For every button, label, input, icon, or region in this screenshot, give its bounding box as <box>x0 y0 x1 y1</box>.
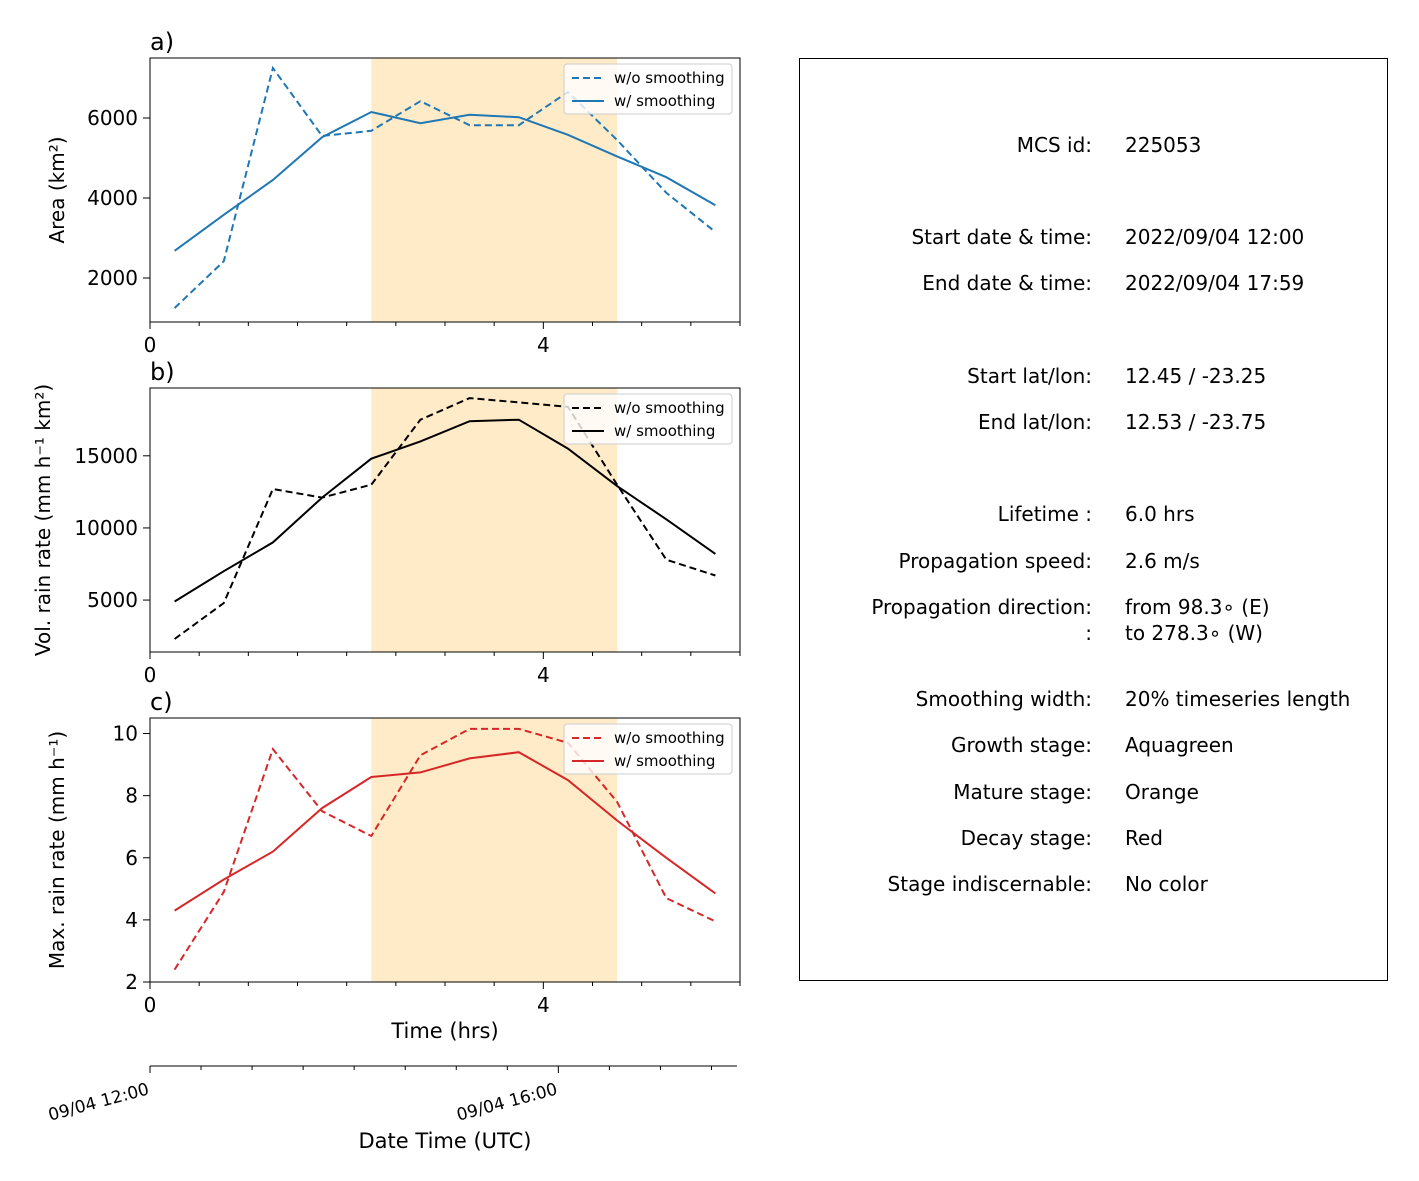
y-tick-label: 5000 <box>87 588 138 612</box>
info-value: 12.45 / -23.25 <box>1125 364 1267 388</box>
datetime-tick-label: 09/04 16:00 <box>455 1080 560 1126</box>
info-value: 20% timeseries length <box>1125 687 1351 711</box>
info-value: to 278.3∘ (W) <box>1125 621 1263 645</box>
legend-label: w/ smoothing <box>614 422 715 440</box>
datetime-tick-label: 09/04 12:00 <box>46 1080 151 1126</box>
datetime-axis-label: Date Time (UTC) <box>359 1129 532 1153</box>
info-label: Propagation direction: <box>871 595 1092 619</box>
legend-label: w/ smoothing <box>614 92 715 110</box>
info-value: 12.53 / -23.75 <box>1125 410 1267 434</box>
x-tick-label: 0 <box>144 663 157 687</box>
legend-label: w/o smoothing <box>614 729 725 747</box>
y-tick-label: 8 <box>125 784 138 808</box>
y-tick-label: 10 <box>113 722 138 746</box>
series-line-smoothed <box>174 418 716 603</box>
info-label: Start lat/lon: <box>967 364 1092 388</box>
x-axis-label: Time (hrs) <box>390 1019 498 1043</box>
panel-label: a) <box>150 28 174 56</box>
x-tick-label: 4 <box>537 663 550 687</box>
panel-c: 0 4 2 4 6 8 10 c) Max. rain rate (mm h⁻¹) Time (h… <box>45 688 741 1043</box>
info-label: End date & time: <box>922 271 1092 295</box>
legend: w/o smoothing w/ smoothing <box>563 723 733 775</box>
info-label: : <box>1085 621 1092 645</box>
series-line-raw <box>173 65 717 309</box>
y-tick-label: 4 <box>125 908 138 932</box>
info-value: Aquagreen <box>1125 733 1234 757</box>
datetime-axis: 09/04 12:00 09/04 16:00 Date Time (UTC) <box>46 1065 737 1153</box>
y-tick-label: 6 <box>125 846 138 870</box>
info-value: Orange <box>1125 780 1199 804</box>
info-label: Growth stage: <box>950 733 1092 757</box>
panel-label: b) <box>150 358 175 386</box>
y-tick-label: 10000 <box>74 516 138 540</box>
x-tick-label: 4 <box>537 333 550 357</box>
info-label: End lat/lon: <box>978 410 1092 434</box>
y-tick-label: 2 <box>125 970 138 994</box>
legend-label: w/o smoothing <box>614 399 725 417</box>
legend-label: w/o smoothing <box>614 69 725 87</box>
x-tick-label: 0 <box>144 993 157 1017</box>
legend-box <box>563 393 733 445</box>
y-axis-label: Area (km²) <box>45 136 69 243</box>
legend-box <box>563 63 733 115</box>
panel-label: c) <box>150 688 173 716</box>
info-label: Smoothing width: <box>915 687 1092 711</box>
info-label: Lifetime : <box>997 502 1092 526</box>
info-value: 2022/09/04 12:00 <box>1125 225 1305 249</box>
info-label: Start date & time: <box>911 225 1092 249</box>
legend: w/o smoothing w/ smoothing <box>563 393 733 445</box>
info-value: Red <box>1125 826 1163 850</box>
y-tick-label: 4000 <box>87 186 138 210</box>
info-label: Decay stage: <box>960 826 1092 850</box>
info-label: Mature stage: <box>953 780 1092 804</box>
series-line-smoothed <box>174 751 716 912</box>
panel-b: 0 4 5000 10000 15000 b) Vol. rain rate (mm h⁻¹… <box>31 358 741 687</box>
info-value: 6.0 hrs <box>1125 502 1195 526</box>
legend: w/o smoothing w/ smoothing <box>563 63 733 115</box>
info-value: 225053 <box>1125 133 1202 157</box>
x-tick-label: 4 <box>537 993 550 1017</box>
legend-box <box>563 723 733 775</box>
info-value: 2.6 m/s <box>1125 549 1200 573</box>
mcs-info-panel: MCS id: 225053 Start date & time: 2022/09/0… <box>799 58 1388 981</box>
info-value: from 98.3∘ (E) <box>1125 595 1270 619</box>
y-tick-label: 6000 <box>87 106 138 130</box>
info-label: Propagation speed: <box>898 549 1092 573</box>
x-tick-label: 0 <box>144 333 157 357</box>
y-tick-label: 15000 <box>74 444 138 468</box>
legend-label: w/ smoothing <box>614 752 715 770</box>
info-value: 2022/09/04 17:59 <box>1125 271 1305 295</box>
info-label: MCS id: <box>1016 133 1092 157</box>
y-axis-label: Vol. rain rate (mm h⁻¹ km²) <box>31 384 55 656</box>
series-line-smoothed <box>174 110 716 252</box>
y-tick-label: 2000 <box>87 266 138 290</box>
y-axis-label: Max. rain rate (mm h⁻¹) <box>45 731 69 969</box>
info-value: No color <box>1125 872 1208 896</box>
series-line-raw <box>173 727 716 971</box>
info-label: Stage indiscernable: <box>887 872 1092 896</box>
